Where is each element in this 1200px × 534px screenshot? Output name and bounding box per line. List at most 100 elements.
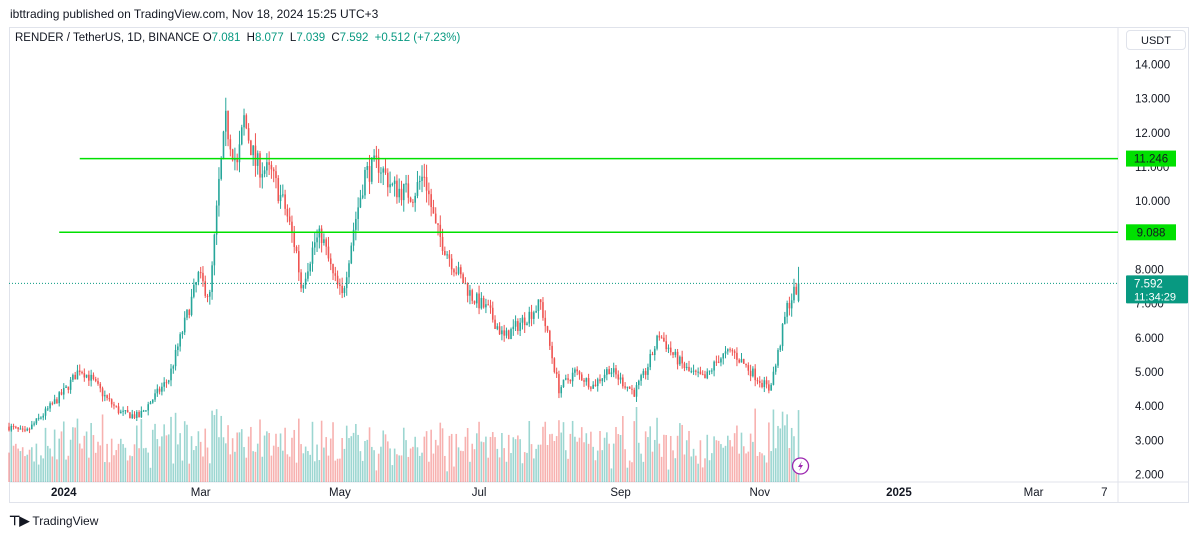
candle-body — [640, 375, 642, 381]
candle-body — [311, 247, 314, 264]
volume-bar — [256, 443, 259, 482]
volume-bar — [389, 448, 391, 482]
volume-bar — [37, 464, 40, 482]
volume-bar — [793, 436, 795, 482]
volume-bar — [738, 453, 741, 482]
volume-bar — [238, 432, 241, 482]
candle-body — [341, 285, 343, 294]
candle-body — [690, 371, 693, 373]
volume-bar — [247, 436, 250, 482]
candle-body — [286, 208, 289, 217]
candle-body — [135, 412, 138, 418]
candle-body — [35, 418, 38, 424]
footer-logo[interactable]: ⊤▶ TradingView — [9, 513, 98, 529]
level-price-label-bg — [1126, 224, 1176, 241]
candle-body — [444, 250, 446, 255]
candle-body — [204, 281, 207, 296]
volume-bar — [660, 456, 663, 482]
candle-body — [329, 258, 332, 265]
candle-body — [738, 359, 741, 363]
volume-bar — [170, 416, 172, 482]
chart-frame[interactable] — [9, 27, 1189, 503]
symbol-label[interactable]: RENDER / TetherUS, 1D, BINANCE — [15, 32, 200, 44]
candle-body — [752, 368, 754, 377]
candle-body — [475, 293, 478, 304]
volume-bar — [352, 432, 355, 482]
candle-body — [695, 370, 697, 372]
candle-body — [195, 282, 197, 285]
candle-body — [218, 178, 220, 206]
volume-bar — [400, 455, 403, 482]
candle-body — [583, 380, 585, 382]
candle-body — [371, 157, 373, 182]
candle-body — [120, 411, 122, 414]
candle-body — [779, 346, 782, 351]
volume-bar — [97, 441, 99, 482]
volume-bar — [56, 459, 58, 482]
volume-bar — [535, 448, 537, 482]
candle-body — [409, 197, 412, 202]
candle-body — [539, 299, 542, 303]
volume-bar — [437, 445, 439, 482]
volume-bar — [35, 443, 38, 482]
candle-body — [295, 246, 298, 252]
currency-button[interactable]: USDT — [1126, 30, 1186, 50]
candle-body — [439, 224, 442, 237]
candle-body — [683, 363, 686, 368]
candle-body — [293, 232, 296, 247]
volume-bar — [126, 460, 129, 482]
candle-body — [665, 341, 667, 350]
candle-body — [126, 410, 129, 413]
candle-body — [601, 378, 604, 382]
candle-body — [772, 371, 775, 385]
volume-bar — [46, 445, 49, 482]
volume-bar — [720, 444, 722, 482]
candle-body — [523, 317, 526, 326]
volume-bar — [313, 461, 316, 482]
candle-body — [761, 382, 763, 388]
volume-bar — [357, 434, 359, 482]
candle-body — [186, 309, 188, 318]
volume-bar — [439, 422, 442, 482]
volume-bar — [482, 442, 485, 482]
volume-bar — [156, 439, 159, 482]
candle-body — [368, 166, 371, 182]
candle-body — [247, 128, 250, 141]
volume-bar — [425, 431, 428, 482]
candle-body — [754, 368, 756, 381]
volume-bar — [26, 454, 29, 482]
candle-body — [202, 272, 204, 282]
volume-bar — [12, 445, 15, 482]
volume-bar — [21, 447, 24, 482]
publish-line: ibttrading published on TradingView.com,… — [10, 7, 379, 21]
volume-bar — [259, 419, 261, 482]
change-value: +0.512 (+7.23%) — [374, 32, 461, 44]
candle-body — [190, 296, 193, 315]
candle-body — [635, 385, 638, 397]
candle-body — [393, 180, 396, 184]
candle-body — [578, 371, 581, 375]
candle-body — [101, 388, 104, 397]
volume-bar — [669, 435, 672, 482]
volume-bar — [571, 420, 574, 482]
volume-bar — [549, 434, 551, 482]
volume-bar — [49, 448, 51, 482]
candle-body — [8, 426, 10, 431]
volume-bar — [279, 433, 282, 482]
volume-bar — [224, 443, 227, 482]
volume-bar — [530, 444, 533, 482]
volume-bar — [430, 429, 432, 482]
volume-bar — [517, 435, 519, 482]
volume-bar — [606, 432, 608, 482]
volume-bar — [603, 437, 606, 482]
candle-body — [140, 410, 143, 418]
candle-body — [56, 399, 58, 404]
volume-bar — [382, 430, 385, 482]
volume-bar — [457, 447, 460, 482]
volume-bar — [432, 453, 435, 482]
close-value: 7.592 — [339, 32, 369, 44]
candle-body — [658, 335, 661, 338]
candle-body — [291, 221, 293, 233]
volume-bar — [62, 421, 65, 482]
